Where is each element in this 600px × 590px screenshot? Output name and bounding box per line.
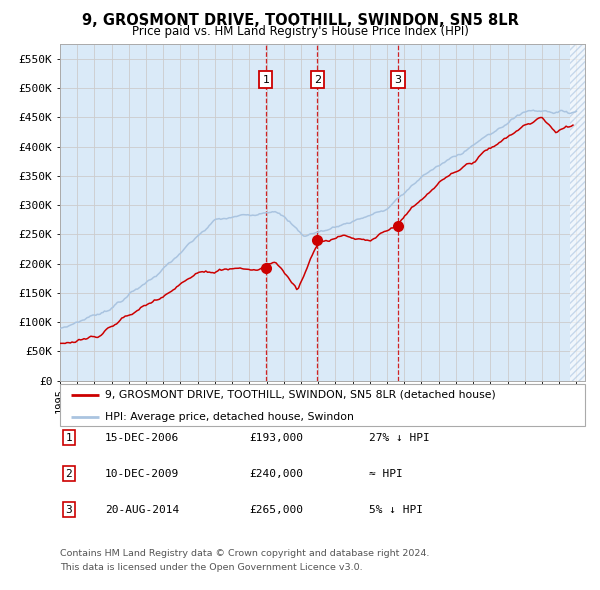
Text: 3: 3 <box>65 505 73 514</box>
Text: 20-AUG-2014: 20-AUG-2014 <box>105 505 179 514</box>
Text: This data is licensed under the Open Government Licence v3.0.: This data is licensed under the Open Gov… <box>60 563 362 572</box>
Text: 10-DEC-2009: 10-DEC-2009 <box>105 469 179 478</box>
Text: Contains HM Land Registry data © Crown copyright and database right 2024.: Contains HM Land Registry data © Crown c… <box>60 549 430 558</box>
Text: HPI: Average price, detached house, Swindon: HPI: Average price, detached house, Swin… <box>104 412 353 422</box>
Text: £193,000: £193,000 <box>249 433 303 442</box>
Text: 9, GROSMONT DRIVE, TOOTHILL, SWINDON, SN5 8LR: 9, GROSMONT DRIVE, TOOTHILL, SWINDON, SN… <box>82 13 518 28</box>
Text: Price paid vs. HM Land Registry's House Price Index (HPI): Price paid vs. HM Land Registry's House … <box>131 25 469 38</box>
Text: £240,000: £240,000 <box>249 469 303 478</box>
Text: 1: 1 <box>262 74 269 84</box>
Text: 2: 2 <box>65 469 73 478</box>
Text: 5% ↓ HPI: 5% ↓ HPI <box>369 505 423 514</box>
Text: £265,000: £265,000 <box>249 505 303 514</box>
FancyBboxPatch shape <box>60 384 585 426</box>
Text: 15-DEC-2006: 15-DEC-2006 <box>105 433 179 442</box>
Text: 27% ↓ HPI: 27% ↓ HPI <box>369 433 430 442</box>
Text: 1: 1 <box>65 433 73 442</box>
Text: 9, GROSMONT DRIVE, TOOTHILL, SWINDON, SN5 8LR (detached house): 9, GROSMONT DRIVE, TOOTHILL, SWINDON, SN… <box>104 390 496 400</box>
Bar <box>569 44 585 381</box>
Text: 3: 3 <box>394 74 401 84</box>
Text: 2: 2 <box>314 74 321 84</box>
Text: ≈ HPI: ≈ HPI <box>369 469 403 478</box>
